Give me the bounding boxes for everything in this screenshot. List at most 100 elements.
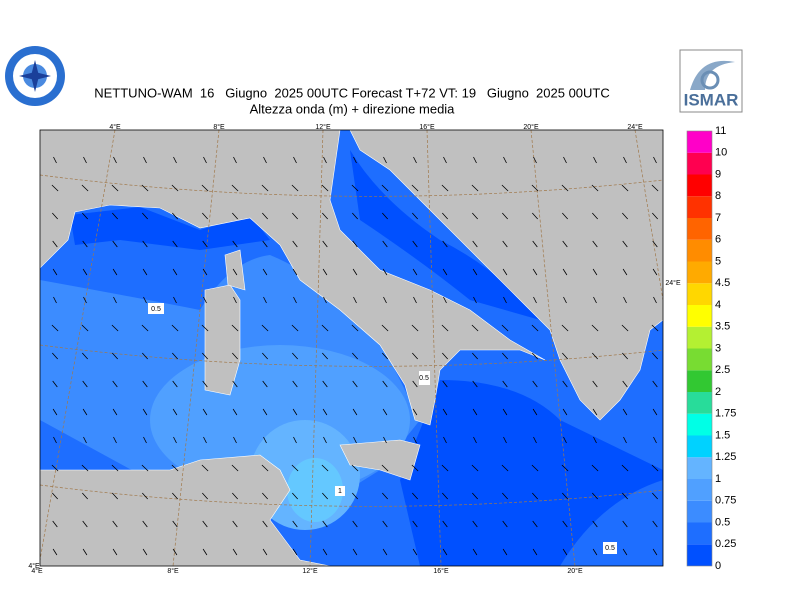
direction-arrow <box>561 464 569 472</box>
direction-arrow <box>472 548 478 556</box>
direction-arrow <box>82 492 88 500</box>
direction-arrow <box>532 240 538 248</box>
direction-arrow <box>472 408 478 416</box>
direction-arrow <box>262 240 268 248</box>
direction-arrow <box>412 240 418 248</box>
direction-arrow <box>292 352 298 360</box>
logo-left <box>5 46 65 106</box>
direction-arrow <box>562 352 568 360</box>
lon-label: 4°E <box>109 123 121 131</box>
direction-arrow <box>593 156 597 164</box>
direction-arrow <box>383 156 387 164</box>
colorbar-label: 0.5 <box>715 516 730 528</box>
direction-arrow <box>291 464 299 472</box>
direction-arrow <box>261 324 269 332</box>
direction-arrow <box>593 296 597 304</box>
contour-label: 0.5 <box>151 306 161 313</box>
direction-arrow <box>413 436 417 444</box>
direction-arrow <box>142 352 148 360</box>
direction-arrow <box>382 492 388 500</box>
direction-arrow <box>172 268 178 276</box>
direction-arrow <box>142 240 148 248</box>
direction-arrow <box>112 268 118 276</box>
direction-arrow <box>382 268 388 276</box>
direction-arrow <box>51 324 59 332</box>
direction-arrow <box>262 268 268 276</box>
subtitle: Altezza onda (m) + direzione media <box>250 101 456 116</box>
direction-arrow <box>443 296 447 304</box>
contour-label: 0.5 <box>419 375 429 382</box>
contour-labels: 0.5 0.5 1 0.5 <box>148 303 617 554</box>
direction-arrow <box>111 324 119 332</box>
direction-arrow <box>111 464 119 472</box>
grid-line <box>40 344 663 367</box>
direction-arrow <box>261 464 269 472</box>
colorbar-swatch <box>687 348 712 371</box>
direction-arrow <box>112 240 118 248</box>
direction-arrow <box>202 408 208 416</box>
colorbar-swatch <box>687 131 712 153</box>
colorbar-swatch <box>687 261 712 284</box>
direction-arrow <box>502 212 508 220</box>
direction-arrow <box>263 296 267 304</box>
direction-arrow <box>473 296 477 304</box>
direction-arrow <box>622 380 628 388</box>
direction-arrow <box>203 156 207 164</box>
land <box>204 284 241 396</box>
direction-arrow <box>352 268 358 276</box>
colorbar-label: 5 <box>715 255 721 267</box>
direction-arrow <box>592 240 598 248</box>
direction-arrow <box>352 492 358 500</box>
direction-arrow <box>412 352 418 360</box>
direction-arrow <box>533 436 537 444</box>
direction-arrow <box>263 156 267 164</box>
colorbar-label: 9 <box>715 168 721 180</box>
direction-arrow <box>201 184 209 192</box>
direction-arrow <box>112 212 118 220</box>
direction-arrow <box>592 408 598 416</box>
direction-arrow <box>352 408 358 416</box>
direction-arrow <box>143 436 147 444</box>
direction-arrow <box>142 492 148 500</box>
direction-arrow <box>652 240 658 248</box>
direction-arrow <box>443 156 447 164</box>
colorbar-swatch <box>687 392 712 414</box>
direction-arrow <box>652 268 658 276</box>
direction-arrow <box>382 408 388 416</box>
direction-arrow <box>381 184 389 192</box>
direction-arrow <box>382 548 388 556</box>
direction-arrow <box>561 184 569 192</box>
direction-arrow <box>412 268 418 276</box>
grid-line <box>309 130 324 566</box>
direction-arrow <box>232 492 238 500</box>
direction-arrow <box>113 436 117 444</box>
direction-arrow <box>261 184 269 192</box>
direction-arrow <box>142 408 148 416</box>
direction-arrow <box>532 268 538 276</box>
colorbar-label: 1.5 <box>715 429 730 441</box>
direction-arrow <box>141 324 149 332</box>
direction-arrow <box>621 324 629 332</box>
direction-arrow <box>651 464 659 472</box>
direction-arrow <box>532 352 538 360</box>
direction-arrow <box>651 324 659 332</box>
land <box>40 454 331 566</box>
direction-arrow <box>232 352 238 360</box>
direction-arrow <box>622 240 628 248</box>
direction-arrows <box>51 156 659 556</box>
direction-arrow <box>352 380 358 388</box>
direction-arrow <box>203 436 207 444</box>
direction-arrow <box>202 548 208 556</box>
direction-arrow <box>262 352 268 360</box>
direction-arrow <box>142 380 148 388</box>
direction-arrow <box>202 240 208 248</box>
direction-arrow <box>172 492 178 500</box>
direction-arrow <box>562 240 568 248</box>
direction-arrow <box>51 464 59 472</box>
direction-arrow <box>442 380 448 388</box>
direction-arrow <box>262 408 268 416</box>
colorbar-swatch <box>687 196 712 218</box>
direction-arrow <box>623 156 627 164</box>
direction-arrow <box>112 520 118 528</box>
direction-arrow <box>112 492 118 500</box>
